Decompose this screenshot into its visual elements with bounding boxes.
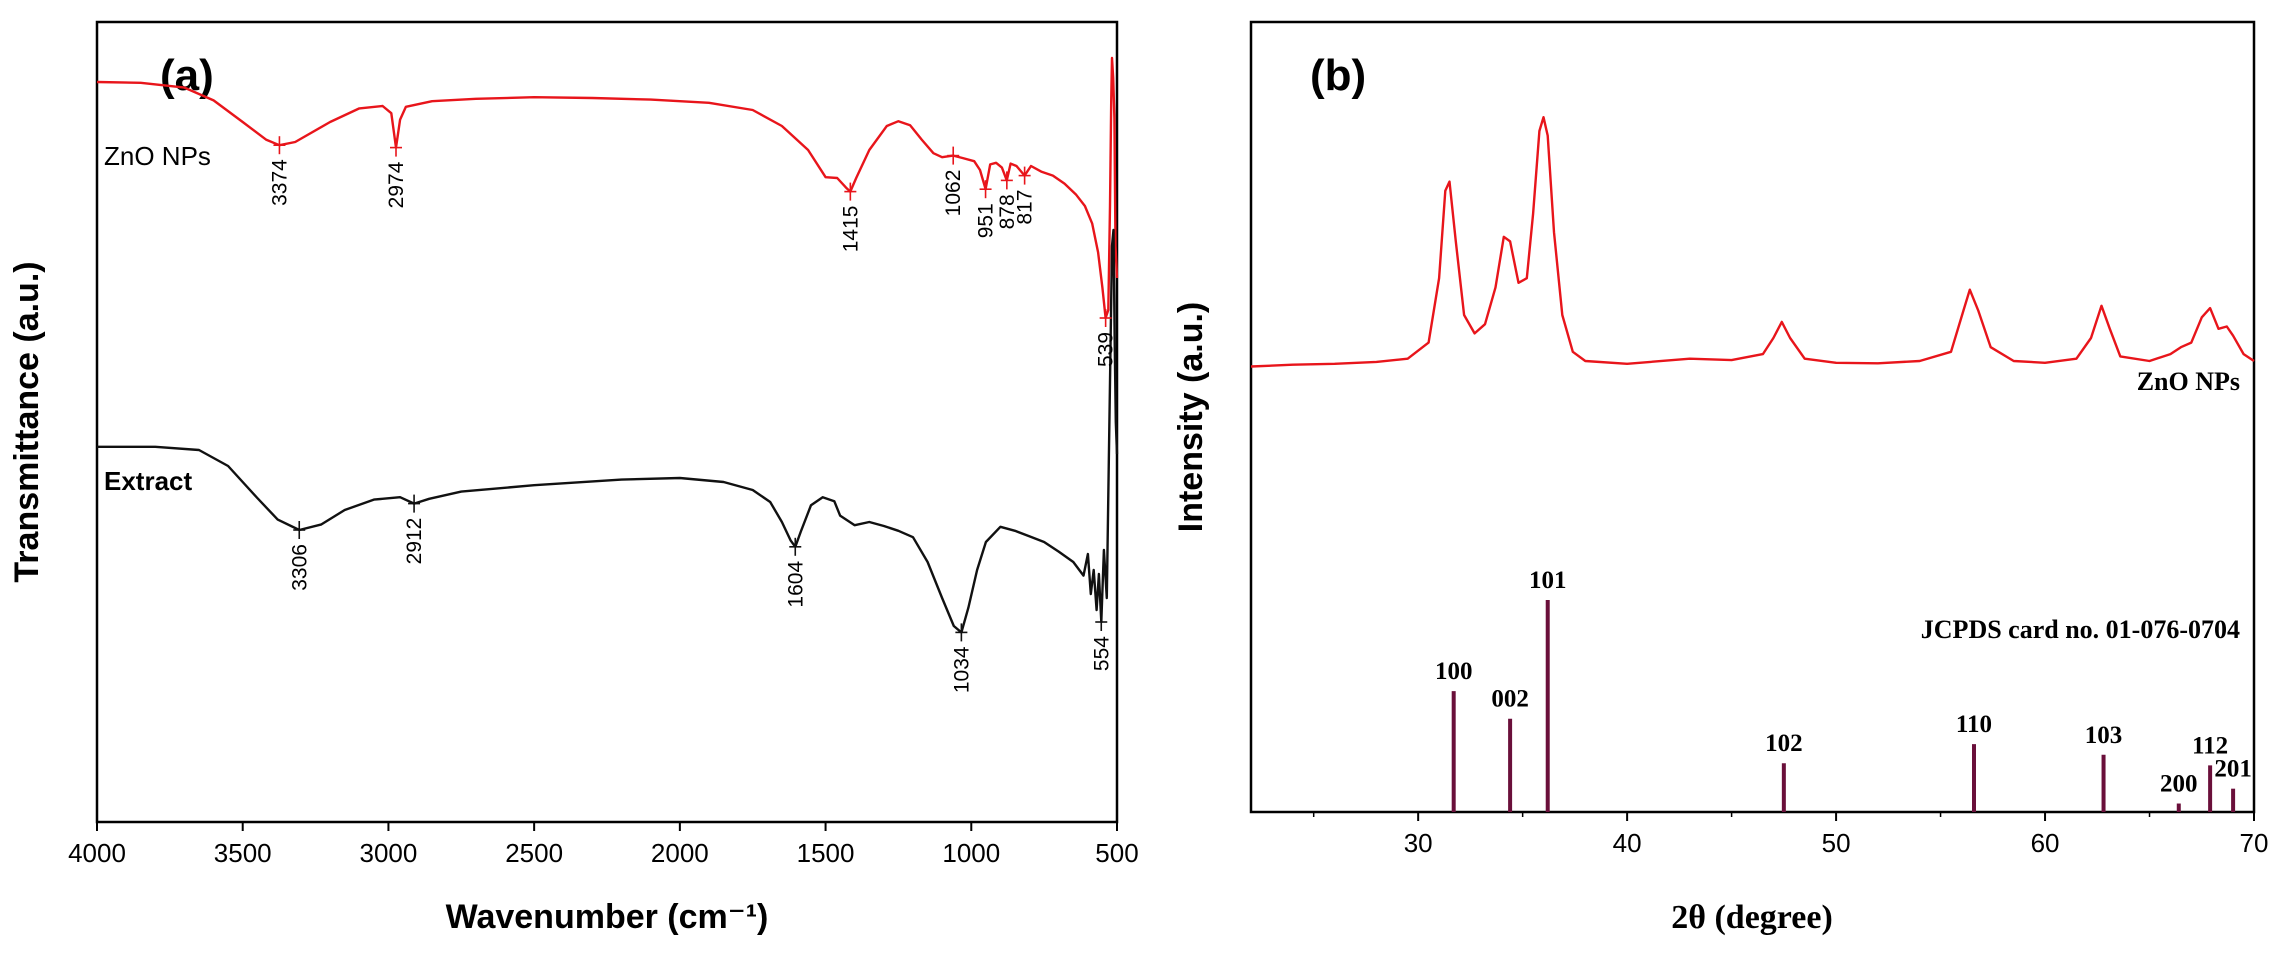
x-tick-label-b: 60 xyxy=(2031,828,2060,858)
hkl-label: 102 xyxy=(1765,730,1803,757)
peak-label: 1604 xyxy=(784,561,807,608)
peak-label: 1034 xyxy=(950,646,973,693)
peak-label: 2912 xyxy=(403,518,426,565)
peak-label: 539 xyxy=(1095,332,1118,367)
peak-label: 878 xyxy=(996,194,1019,229)
x-tick-label-a: 2500 xyxy=(505,838,563,868)
x-tick-label-b: 40 xyxy=(1613,828,1642,858)
x-tick-label-a: 1000 xyxy=(942,838,1000,868)
hkl-label: 002 xyxy=(1491,686,1529,713)
hkl-label: 101 xyxy=(1529,567,1567,594)
x-tick-label-a: 3500 xyxy=(214,838,272,868)
x-tick-label-b: 50 xyxy=(1822,828,1851,858)
hkl-label: 112 xyxy=(2192,732,2228,759)
x-axis-title-b: 2θ (degree) xyxy=(1671,899,1833,936)
x-axis-title-a: Wavenumber (cm⁻¹) xyxy=(446,898,769,936)
peak-label: 817 xyxy=(1014,190,1037,225)
x-tick-label-a: 1500 xyxy=(797,838,855,868)
peak-label: 1062 xyxy=(942,170,965,217)
panel-b-label: (b) xyxy=(1310,51,1366,100)
peak-label: 951 xyxy=(975,203,998,238)
series-group-a xyxy=(96,56,1119,634)
peak-label: 1415 xyxy=(839,206,862,253)
series-label-zno-b: ZnO NPs xyxy=(2137,367,2240,396)
peak-label: 3306 xyxy=(288,544,311,591)
series-line-extract xyxy=(97,228,1119,634)
x-tick-label-b: 70 xyxy=(2240,828,2269,858)
plot-frame-a xyxy=(95,20,1119,824)
panel-a: (a) ZnO NPs Extract 4000 3500 3000 2500 2000… xyxy=(8,20,1139,936)
hkl-label: 201 xyxy=(2214,756,2252,783)
series-group-b xyxy=(1250,116,2255,368)
y-axis-title-a: Transmittance (a.u.) xyxy=(8,261,46,582)
series-label-zno: ZnO NPs xyxy=(104,141,211,171)
series-label-extract: Extract xyxy=(104,466,192,496)
hkl-label: 103 xyxy=(2085,722,2123,749)
peak-label: 2974 xyxy=(385,161,408,208)
plot-frame-b xyxy=(1249,20,2256,814)
x-tick-label-a: 3000 xyxy=(360,838,418,868)
xrd-pattern-line xyxy=(1250,116,2255,368)
hkl-label: 110 xyxy=(1956,711,1992,738)
x-tick-label-b: 30 xyxy=(1404,828,1433,858)
peak-label: 3374 xyxy=(268,159,291,206)
panel-a-label: (a) xyxy=(160,51,214,100)
series-line-zno-nps xyxy=(96,56,1119,320)
peak-label: 554 xyxy=(1090,636,1113,671)
panel-b: (b) ZnO NPs JCPDS card no. 01-076-0704 3… xyxy=(1172,20,2269,936)
hkl-label: 100 xyxy=(1435,658,1473,685)
y-axis-title-b: Intensity (a.u.) xyxy=(1172,302,1210,532)
reference-label: JCPDS card no. 01-076-0704 xyxy=(1921,615,2240,644)
x-tick-label-a: 2000 xyxy=(651,838,709,868)
x-tick-label-a: 4000 xyxy=(68,838,126,868)
x-axis-b: 30 40 50 60 70 xyxy=(1312,812,2269,858)
hkl-label: 200 xyxy=(2160,771,2198,798)
x-tick-label-a: 500 xyxy=(1095,838,1138,868)
x-axis-a: 4000 3500 3000 2500 2000 1500 1000 500 xyxy=(68,822,1139,868)
